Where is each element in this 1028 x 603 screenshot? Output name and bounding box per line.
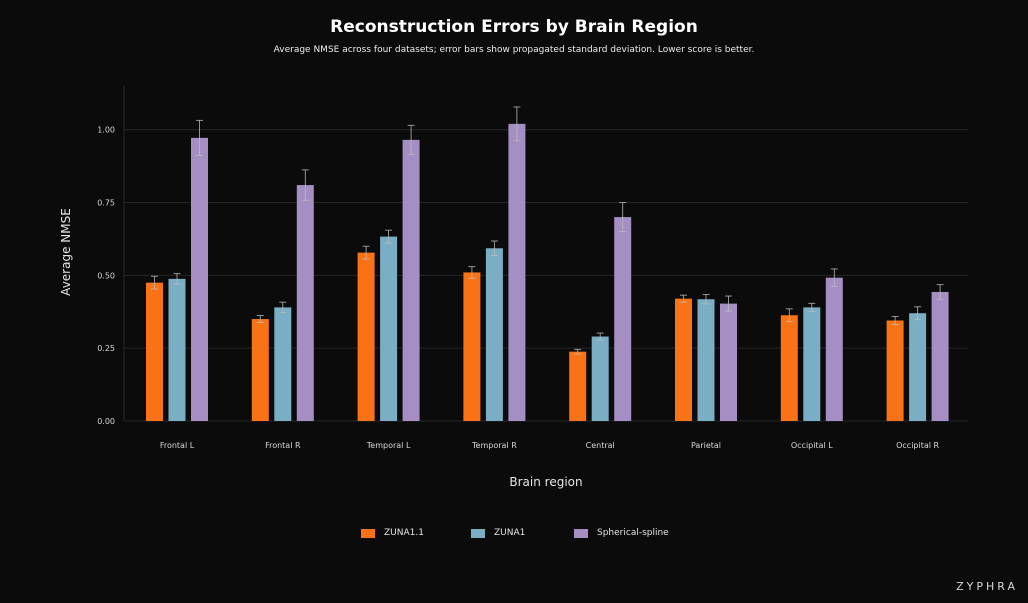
bar bbox=[296, 185, 314, 421]
y-tick-labels: 0.00 0.25 0.50 0.75 1.00 bbox=[97, 126, 115, 426]
error-bar bbox=[407, 124, 415, 155]
brand-logo: ZYPHRA bbox=[956, 580, 1018, 593]
bar bbox=[675, 298, 692, 421]
bar bbox=[485, 248, 503, 421]
legend-label: ZUNA1 bbox=[494, 528, 526, 538]
error-bar bbox=[151, 275, 158, 290]
bar bbox=[402, 139, 420, 422]
y-tick-label: 1.00 bbox=[97, 126, 115, 135]
bar bbox=[569, 351, 587, 421]
error-bar bbox=[385, 229, 393, 244]
x-tick-label: Frontal R bbox=[265, 441, 301, 450]
y-tick-label: 0.00 bbox=[97, 417, 115, 426]
legend: ZUNA1.1 ZUNA1 Spherical-spline bbox=[0, 528, 1028, 544]
bar bbox=[591, 336, 609, 421]
error-bar bbox=[574, 348, 582, 355]
legend-item: Spherical-spline bbox=[574, 528, 669, 538]
x-tick-label: Temporal L bbox=[366, 441, 411, 450]
error-bar bbox=[680, 294, 687, 303]
bar bbox=[931, 291, 949, 421]
error-bar bbox=[196, 119, 203, 156]
error-bar bbox=[702, 294, 710, 305]
bar bbox=[191, 137, 208, 421]
x-tick-labels: Frontal L Frontal R Temporal L Temporal R Ce… bbox=[160, 441, 940, 450]
bar bbox=[720, 303, 737, 421]
error-bar bbox=[490, 240, 498, 256]
legend-item: ZUNA1.1 bbox=[361, 528, 424, 538]
bar bbox=[357, 252, 375, 421]
bar bbox=[825, 277, 843, 421]
error-bar bbox=[468, 266, 476, 279]
legend-swatch bbox=[574, 528, 588, 538]
y-tick-label: 0.25 bbox=[97, 344, 115, 353]
bar bbox=[251, 319, 269, 421]
bar bbox=[380, 236, 398, 421]
bar bbox=[909, 313, 927, 421]
legend-item: ZUNA1 bbox=[471, 528, 525, 538]
bars-layer bbox=[146, 123, 949, 422]
bar bbox=[146, 282, 163, 421]
bar bbox=[886, 320, 904, 421]
error-bar bbox=[173, 273, 181, 285]
bar bbox=[697, 299, 715, 421]
y-axis-label: Average NMSE bbox=[59, 208, 73, 296]
error-bar bbox=[808, 302, 816, 312]
bar bbox=[780, 315, 798, 421]
x-tick-label: Temporal R bbox=[471, 441, 517, 450]
chart-title: Reconstruction Errors by Brain Region bbox=[330, 17, 698, 37]
error-bar bbox=[596, 332, 604, 341]
bar bbox=[803, 307, 821, 421]
x-tick-label: Parietal bbox=[691, 441, 721, 450]
x-tick-label: Central bbox=[586, 441, 615, 450]
y-tick-label: 0.75 bbox=[97, 199, 115, 208]
bar bbox=[463, 272, 481, 421]
bar bbox=[274, 307, 292, 421]
x-axis-label: Brain region bbox=[509, 475, 582, 489]
error-bar bbox=[914, 306, 922, 321]
error-bar bbox=[279, 301, 287, 314]
error-bar bbox=[619, 202, 627, 233]
error-bar bbox=[725, 295, 732, 312]
legend-label: Spherical-spline bbox=[597, 528, 669, 538]
error-bar bbox=[301, 169, 309, 201]
error-bar bbox=[362, 245, 370, 260]
error-bar bbox=[936, 284, 944, 300]
error-bar bbox=[256, 315, 264, 323]
bar bbox=[614, 217, 632, 421]
error-bars-layer bbox=[151, 106, 944, 355]
error-bar bbox=[785, 308, 793, 323]
legend-swatch bbox=[471, 528, 485, 538]
error-bar bbox=[891, 315, 899, 326]
bar bbox=[168, 278, 186, 421]
error-bar bbox=[513, 106, 521, 142]
legend-swatch bbox=[361, 528, 375, 538]
chart-subtitle: Average NMSE across four datasets; error… bbox=[273, 45, 755, 55]
legend-label: ZUNA1.1 bbox=[384, 528, 424, 538]
y-tick-label: 0.50 bbox=[97, 271, 115, 280]
error-bar bbox=[830, 268, 838, 287]
x-tick-label: Occipital R bbox=[896, 441, 939, 450]
x-tick-label: Frontal L bbox=[160, 441, 195, 450]
bar bbox=[508, 123, 526, 421]
x-tick-label: Occipital L bbox=[791, 441, 833, 450]
